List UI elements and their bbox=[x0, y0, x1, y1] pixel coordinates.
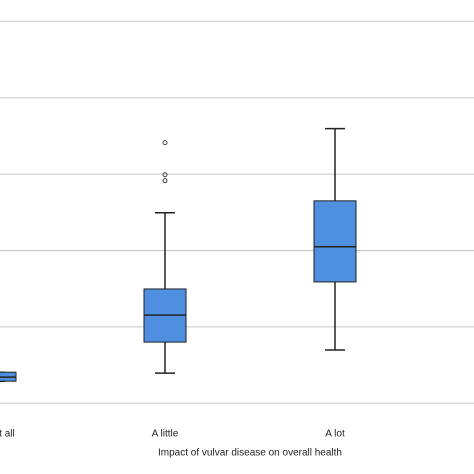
outlier bbox=[162, 172, 168, 178]
x-tick-label: A lot bbox=[325, 429, 345, 440]
x-tick-label: Not at all bbox=[0, 429, 15, 440]
box bbox=[313, 200, 357, 283]
x-tick-label: A little bbox=[152, 429, 179, 440]
x-axis-label: Impact of vulvar disease on overall heal… bbox=[158, 448, 342, 459]
outlier bbox=[162, 178, 168, 184]
outlier bbox=[162, 140, 168, 146]
